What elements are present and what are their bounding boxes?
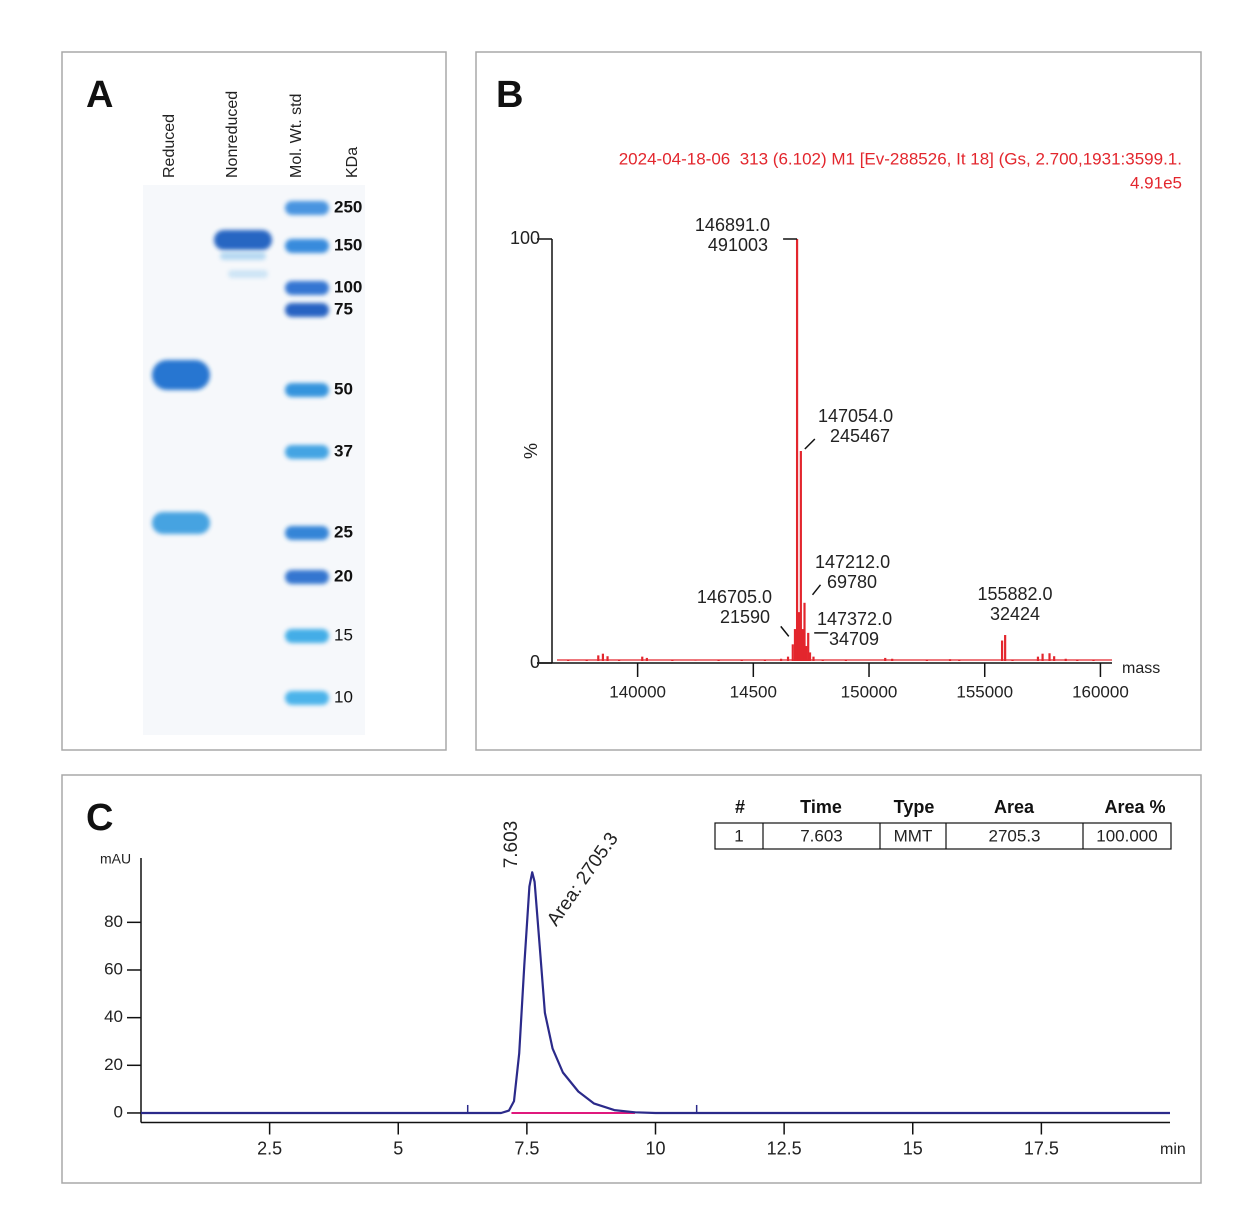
x-tick-label: 10 <box>645 1138 665 1158</box>
table-header: # <box>735 797 745 817</box>
x-tick-label: 160000 <box>1072 682 1129 701</box>
table-header: Area <box>994 797 1035 817</box>
y-tick-label: 80 <box>104 912 123 931</box>
annotation-mass: 155882.0 <box>977 584 1052 604</box>
gel-band <box>228 270 268 278</box>
x-tick-label: 150000 <box>841 682 898 701</box>
lane-label: Reduced <box>161 114 178 178</box>
y-tick-label: 0 <box>114 1102 123 1121</box>
annotation-leader <box>811 584 822 596</box>
x-tick-label: 7.5 <box>514 1138 539 1158</box>
spectrum-header: 4.91e5 <box>1130 173 1182 192</box>
table-cell: 1 <box>734 826 743 845</box>
x-axis-label: mass <box>1122 660 1160 677</box>
marker-label: 15 <box>334 625 353 644</box>
gel-band <box>285 383 329 397</box>
y-tick-label: 60 <box>104 959 123 978</box>
gel-band <box>285 281 329 295</box>
annotation-leader <box>780 625 790 637</box>
x-tick-label: 140000 <box>609 682 666 701</box>
y-tick-label: 100 <box>510 228 540 248</box>
gel-band <box>285 239 329 253</box>
gel-band <box>152 360 210 390</box>
gel-band <box>285 629 329 643</box>
gel-band <box>285 201 329 215</box>
marker-label: 100 <box>334 277 362 296</box>
panel-c <box>61 774 1202 1184</box>
x-tick-label: 15 <box>903 1138 923 1158</box>
table-row <box>714 822 1172 850</box>
annotation-intensity: 21590 <box>720 607 770 627</box>
annotation-mass: 146705.0 <box>697 587 772 607</box>
gel-band <box>285 445 329 459</box>
gel-band <box>152 512 210 534</box>
x-tick-label: 2.5 <box>257 1138 282 1158</box>
gel-band <box>214 230 272 250</box>
table-cell: 7.603 <box>800 826 843 845</box>
lane-label: Nonreduced <box>224 91 241 178</box>
spectrum-header: 2024-04-18-06 313 (6.102) M1 [Ev-288526,… <box>619 149 1182 168</box>
chromatogram-line <box>141 871 1170 1115</box>
gel-band <box>285 303 329 317</box>
annotation-mass: 147212.0 <box>815 552 890 572</box>
marker-label: 250 <box>334 197 362 216</box>
panel-label: B <box>496 74 523 116</box>
x-tick-label: 14500 <box>730 682 777 701</box>
table-header: Area % <box>1104 797 1165 817</box>
table-cell: 2705.3 <box>989 826 1041 845</box>
marker-label: 75 <box>334 299 353 318</box>
gel-band <box>285 526 329 540</box>
marker-label: 150 <box>334 235 362 254</box>
annotation-leader <box>804 438 816 450</box>
panel-b <box>475 51 1202 751</box>
gel-background <box>143 185 365 735</box>
y-tick-label: 0 <box>530 652 540 672</box>
y-axis-label: % <box>521 443 541 459</box>
marker-label: 37 <box>334 441 353 460</box>
x-tick-label: 5 <box>393 1138 403 1158</box>
marker-label: 20 <box>334 566 353 585</box>
annotation-mass: 147054.0 <box>818 406 893 426</box>
table-header: Type <box>894 797 935 817</box>
annotation-intensity: 491003 <box>708 235 768 255</box>
y-axis-label: mAU <box>100 851 131 867</box>
marker-label: 25 <box>334 522 353 541</box>
x-tick-label: 155000 <box>956 682 1013 701</box>
table-cell: 100.000 <box>1096 826 1157 845</box>
y-tick-label: 20 <box>104 1055 123 1074</box>
x-axis-label: min <box>1160 1141 1186 1158</box>
table-header: Time <box>800 797 842 817</box>
x-tick-label: 12.5 <box>767 1138 802 1158</box>
annotation-intensity: 34709 <box>829 629 879 649</box>
annotation-intensity: 245467 <box>830 426 890 446</box>
gel-band <box>285 691 329 705</box>
x-tick-label: 17.5 <box>1024 1138 1059 1158</box>
marker-label: 50 <box>334 379 353 398</box>
lane-label: KDa <box>344 147 361 178</box>
peak-time-label: 7.603 <box>501 821 522 869</box>
lane-label: Mol. Wt. std <box>288 94 305 178</box>
annotation-mass: 146891.0 <box>695 215 770 235</box>
panel-label: A <box>86 74 113 116</box>
annotation-mass: 147372.0 <box>817 609 892 629</box>
y-tick-label: 40 <box>104 1007 123 1026</box>
gel-band <box>285 570 329 584</box>
gel-band <box>220 252 266 260</box>
annotation-intensity: 32424 <box>990 604 1040 624</box>
panel-label: C <box>86 797 113 839</box>
marker-label: 10 <box>334 687 353 706</box>
annotation-intensity: 69780 <box>827 572 877 592</box>
table-cell: MMT <box>894 826 933 845</box>
